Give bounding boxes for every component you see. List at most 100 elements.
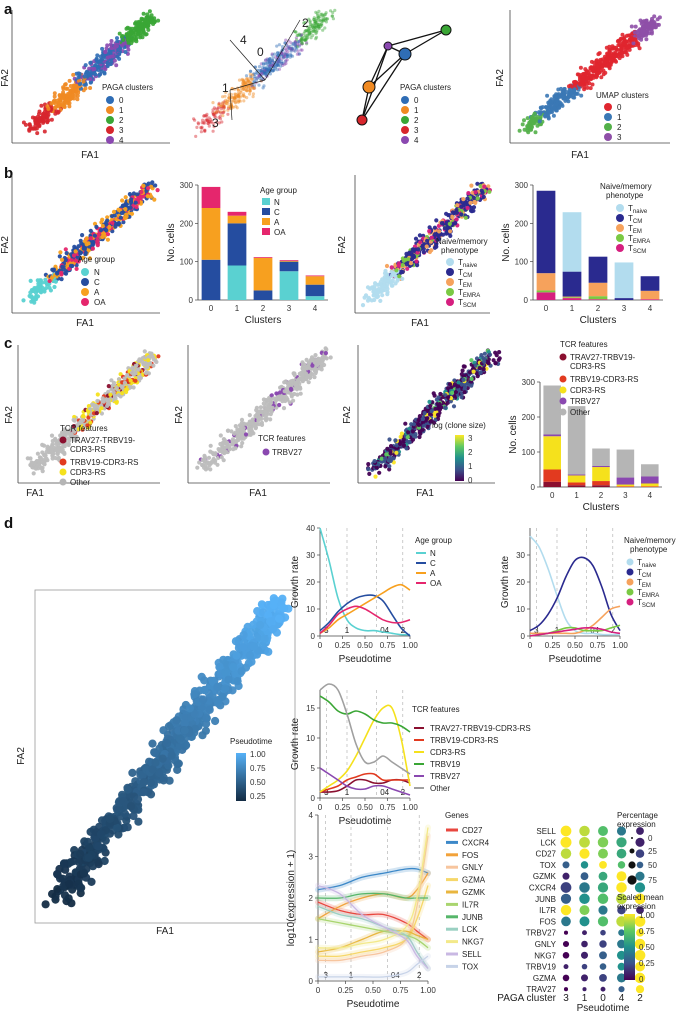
y-tick-label: 200 bbox=[515, 219, 529, 228]
scatter-point bbox=[120, 391, 125, 396]
scatter-point bbox=[260, 71, 264, 75]
scatter-point bbox=[285, 58, 289, 62]
scatter-point bbox=[427, 399, 432, 404]
scatter-point bbox=[323, 26, 327, 30]
scatter-point bbox=[309, 355, 315, 360]
scatter-point bbox=[300, 36, 304, 40]
legend-label-3: 3 bbox=[617, 133, 622, 142]
scatter-point bbox=[283, 47, 287, 51]
scatter-point bbox=[600, 57, 605, 62]
scatter-point bbox=[387, 464, 392, 469]
scatter-point bbox=[242, 78, 246, 82]
scatter-point bbox=[275, 63, 279, 67]
scatter-point bbox=[218, 448, 223, 453]
scatter-point bbox=[257, 73, 261, 78]
legend-label: TRBV19-CDR3-RS bbox=[570, 375, 638, 384]
scatter-point bbox=[264, 70, 268, 74]
scatter-point bbox=[129, 37, 134, 42]
scatter-point bbox=[305, 366, 310, 371]
scatter-point bbox=[267, 59, 271, 63]
scatter-point bbox=[284, 50, 288, 54]
scatter-point bbox=[61, 104, 66, 109]
scatter-point bbox=[366, 462, 371, 467]
scatter-point bbox=[269, 61, 273, 65]
scatter-point bbox=[95, 64, 100, 69]
scatter-point bbox=[249, 74, 253, 78]
bar-segment bbox=[201, 259, 221, 300]
x-tick-label: 1 bbox=[570, 304, 575, 313]
scatter-point bbox=[330, 14, 335, 18]
scatter-point bbox=[302, 21, 306, 25]
scatter-point bbox=[276, 51, 280, 55]
scatter-point bbox=[120, 34, 125, 38]
scatter-point bbox=[52, 99, 57, 104]
scatter-point bbox=[244, 89, 249, 93]
scatter-point bbox=[522, 127, 527, 132]
scatter-point bbox=[401, 437, 406, 442]
scatter-point bbox=[547, 109, 552, 114]
scatter-point bbox=[284, 55, 288, 59]
scatter-point bbox=[450, 215, 455, 220]
scatter-point bbox=[410, 256, 415, 261]
scatter-point bbox=[143, 20, 148, 25]
scatter-point bbox=[636, 28, 641, 33]
scatter-point bbox=[42, 129, 47, 134]
scatter-point bbox=[442, 226, 447, 231]
scatter-point bbox=[291, 43, 295, 47]
scatter-point bbox=[447, 382, 453, 387]
scatter-point bbox=[434, 218, 439, 223]
bar-segment bbox=[279, 261, 299, 272]
scatter-point bbox=[264, 58, 268, 62]
bar-segment bbox=[640, 299, 660, 300]
colorbar-tick: 0 bbox=[468, 476, 473, 485]
scatter-point bbox=[594, 75, 599, 80]
scatter-point bbox=[131, 191, 136, 196]
paga-edge bbox=[229, 39, 266, 81]
scatter-point bbox=[230, 95, 234, 100]
scatter-point bbox=[482, 184, 487, 189]
scatter-point bbox=[270, 405, 275, 410]
scatter-point bbox=[220, 104, 224, 108]
scatter-point bbox=[211, 112, 215, 116]
scatter-point bbox=[410, 247, 415, 252]
scatter-point bbox=[250, 73, 255, 77]
scatter-point bbox=[300, 33, 304, 37]
scatter-point bbox=[314, 37, 318, 41]
bar-segment bbox=[536, 290, 556, 293]
scatter-point bbox=[317, 22, 321, 26]
scatter-point bbox=[315, 22, 319, 26]
scatter-point bbox=[28, 124, 33, 129]
legend-phenotype-b4: Naive/memory phenotype Tnaive TCM TEM TE… bbox=[600, 182, 652, 255]
scatter-point bbox=[217, 101, 221, 105]
scatter-point bbox=[256, 422, 262, 427]
scatter-point bbox=[633, 24, 638, 29]
scatter-point bbox=[240, 78, 244, 82]
scatter-point bbox=[252, 86, 256, 90]
y-axis-label: No. cells bbox=[166, 223, 177, 261]
scatter-point bbox=[469, 383, 474, 388]
scatter-point bbox=[128, 378, 133, 383]
scatter-point bbox=[202, 114, 206, 118]
scatter-point bbox=[320, 12, 324, 16]
scatter-point bbox=[461, 197, 466, 202]
scatter-point bbox=[141, 183, 146, 188]
scatter-point bbox=[105, 43, 110, 48]
y-axis-label: FA2 bbox=[0, 69, 11, 87]
scatter-point bbox=[299, 38, 303, 42]
scatter-point bbox=[271, 64, 275, 68]
scatter-point bbox=[211, 108, 215, 112]
legend-sub: CM bbox=[463, 273, 472, 279]
scatter-point bbox=[261, 65, 265, 70]
scatter-point bbox=[298, 52, 302, 56]
scatter-point bbox=[261, 86, 265, 90]
bar-segment bbox=[592, 467, 610, 482]
scatter-point bbox=[196, 122, 201, 126]
scatter-point bbox=[57, 103, 62, 108]
bar-segment bbox=[640, 290, 660, 300]
scatter-point bbox=[395, 278, 400, 283]
scatter-point bbox=[416, 422, 421, 427]
scatter-point bbox=[102, 66, 107, 71]
bar-segment bbox=[641, 476, 659, 484]
scatter-point bbox=[373, 474, 378, 479]
scatter-point bbox=[236, 91, 240, 96]
